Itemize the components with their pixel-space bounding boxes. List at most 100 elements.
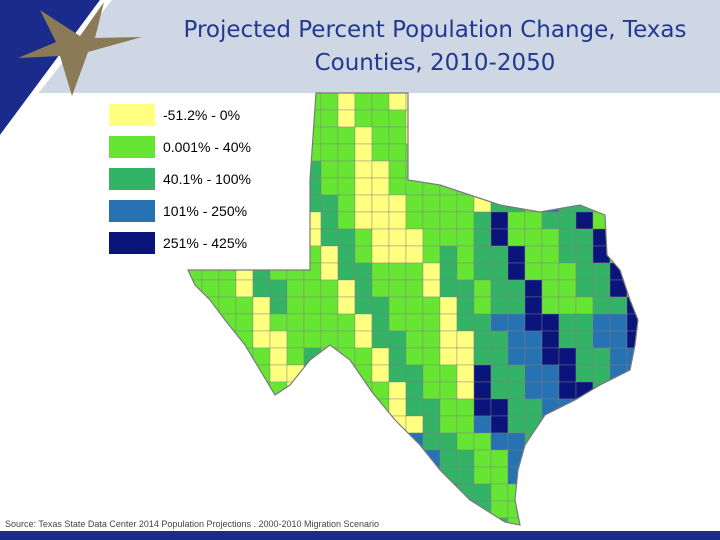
- county-cell: [388, 93, 407, 111]
- county-cell: [388, 262, 407, 281]
- county-cell: [507, 245, 526, 264]
- county-cell: [235, 500, 254, 519]
- county-cell: [626, 177, 638, 196]
- county-cell: [218, 296, 237, 315]
- county-cell: [422, 398, 441, 417]
- county-cell: [490, 143, 509, 162]
- county-cell: [337, 177, 356, 196]
- county-cell: [337, 262, 356, 281]
- county-cell: [490, 483, 509, 502]
- county-cell: [303, 296, 322, 315]
- header-band: [0, 0, 720, 93]
- county-cell: [456, 245, 475, 264]
- county-cell: [558, 109, 577, 128]
- county-cell: [405, 245, 424, 264]
- county-cell: [626, 364, 638, 383]
- county-cell: [388, 466, 407, 485]
- county-cell: [541, 245, 560, 264]
- county-cell: [218, 330, 237, 349]
- county-cell: [320, 177, 339, 196]
- county-cell: [524, 126, 543, 145]
- county-cell: [405, 381, 424, 400]
- county-cell: [388, 449, 407, 468]
- county-cell: [388, 364, 407, 383]
- county-cell: [422, 109, 441, 128]
- county-cell: [456, 143, 475, 162]
- county-cell: [507, 109, 526, 128]
- county-cell: [456, 177, 475, 196]
- county-cell: [609, 449, 628, 468]
- county-cell: [269, 415, 288, 434]
- county-cell: [218, 364, 237, 383]
- county-cell: [575, 483, 594, 502]
- county-cell: [252, 296, 271, 315]
- county-cell: [507, 398, 526, 417]
- county-cell: [405, 296, 424, 315]
- county-cell: [388, 347, 407, 366]
- county-cell: [320, 279, 339, 298]
- county-cell: [541, 262, 560, 281]
- county-cell: [439, 211, 458, 230]
- county-cell: [235, 296, 254, 315]
- county-cell: [490, 93, 509, 111]
- county-cell: [439, 194, 458, 213]
- county-cell: [473, 126, 492, 145]
- county-cell: [609, 483, 628, 502]
- county-cell: [303, 177, 322, 196]
- county-cell: [188, 381, 203, 400]
- county-cell: [252, 245, 271, 264]
- county-cell: [188, 415, 203, 434]
- county-cell: [490, 160, 509, 179]
- county-cell: [269, 330, 288, 349]
- county-cell: [524, 245, 543, 264]
- county-cell: [286, 160, 305, 179]
- county-cell: [609, 228, 628, 247]
- county-cell: [439, 466, 458, 485]
- county-cell: [507, 296, 526, 315]
- county-cell: [354, 296, 373, 315]
- county-cell: [269, 296, 288, 315]
- county-cell: [188, 296, 203, 315]
- county-cell: [354, 194, 373, 213]
- county-cell: [524, 313, 543, 332]
- county-cell: [439, 347, 458, 366]
- county-layer: [188, 93, 638, 525]
- county-cell: [626, 449, 638, 468]
- county-cell: [320, 313, 339, 332]
- county-cell: [303, 211, 322, 230]
- county-cell: [388, 160, 407, 179]
- county-cell: [541, 449, 560, 468]
- county-cell: [252, 93, 271, 111]
- county-cell: [303, 500, 322, 519]
- county-cell: [507, 126, 526, 145]
- county-cell: [626, 211, 638, 230]
- county-cell: [592, 279, 611, 298]
- county-cell: [303, 398, 322, 417]
- county-cell: [354, 415, 373, 434]
- county-cell: [558, 279, 577, 298]
- county-cell: [218, 432, 237, 451]
- county-cell: [626, 347, 638, 366]
- county-cell: [303, 313, 322, 332]
- county-cell: [201, 381, 220, 400]
- county-cell: [188, 483, 203, 502]
- county-cell: [507, 330, 526, 349]
- county-cell: [422, 415, 441, 434]
- county-cell: [337, 466, 356, 485]
- county-cell: [456, 432, 475, 451]
- county-cell: [473, 330, 492, 349]
- legend-label-5: 251% - 425%: [163, 235, 248, 251]
- county-cell: [371, 194, 390, 213]
- county-cell: [575, 93, 594, 111]
- county-cell: [524, 398, 543, 417]
- county-cell: [575, 279, 594, 298]
- county-cell: [337, 364, 356, 383]
- county-cell: [439, 313, 458, 332]
- county-cell: [354, 279, 373, 298]
- county-cell: [320, 398, 339, 417]
- county-cell: [456, 279, 475, 298]
- county-cell: [286, 228, 305, 247]
- county-cell: [371, 160, 390, 179]
- county-cell: [201, 466, 220, 485]
- county-cell: [337, 449, 356, 468]
